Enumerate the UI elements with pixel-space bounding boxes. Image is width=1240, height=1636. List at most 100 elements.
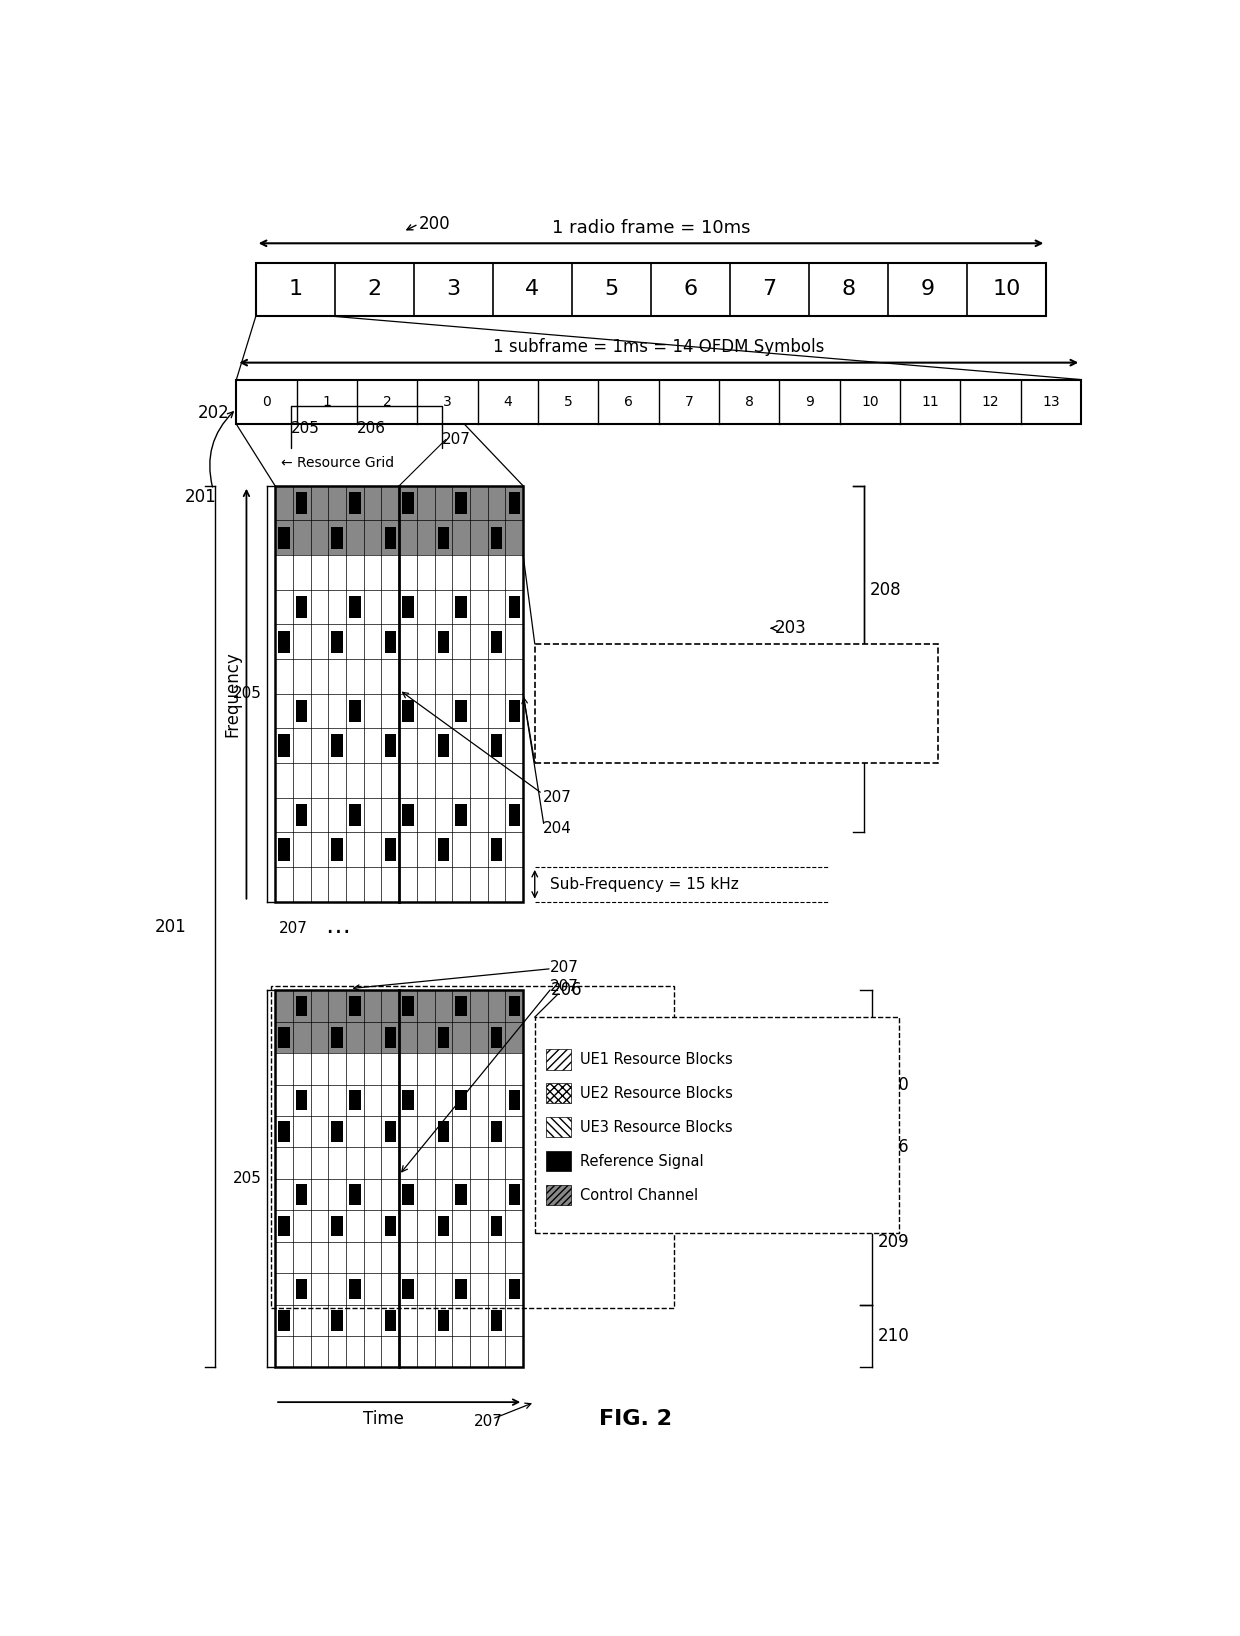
Bar [491,735,502,757]
Bar [296,1184,308,1204]
Text: 205: 205 [233,685,262,702]
Text: 201: 201 [154,918,186,936]
Text: 210: 210 [878,1327,909,1345]
Bar [278,1310,290,1330]
Bar [350,803,361,826]
Text: 11: 11 [921,394,939,409]
Bar [508,803,520,826]
Bar [350,700,361,723]
Text: 206: 206 [878,1139,909,1157]
Bar [438,630,449,653]
Text: 207: 207 [543,790,572,805]
Text: Time: Time [363,1410,404,1428]
Text: 1 radio frame = 10ms: 1 radio frame = 10ms [552,219,750,237]
Bar [547,1083,572,1103]
Text: block of resource elements: block of resource elements [547,695,754,712]
Text: 5: 5 [604,280,619,299]
Text: 10: 10 [861,394,879,409]
Text: 208: 208 [869,581,901,599]
Text: 207: 207 [474,1414,502,1428]
Bar [275,555,523,694]
Bar [438,1310,449,1330]
Text: 6: 6 [624,394,632,409]
Bar [508,1279,520,1299]
Bar [547,1049,572,1070]
Bar [331,630,343,653]
Text: 9: 9 [805,394,813,409]
Bar [384,1027,396,1047]
Bar [275,486,523,901]
Bar [331,838,343,861]
Bar [508,492,520,514]
Bar [547,1152,572,1171]
Bar [491,1121,502,1142]
Bar [278,735,290,757]
Text: 8: 8 [745,394,754,409]
Bar [402,996,414,1016]
Text: 2: 2 [367,280,382,299]
Bar [275,990,523,1368]
Bar [384,735,396,757]
Bar [296,996,308,1016]
Bar [438,1121,449,1142]
Bar [455,996,467,1016]
Text: 5: 5 [564,394,573,409]
Bar [331,527,343,550]
Bar [278,630,290,653]
Text: Control Channel: Control Channel [580,1188,698,1202]
Bar [296,1279,308,1299]
Bar [296,803,308,826]
Text: 2: 2 [383,394,392,409]
Bar [438,1216,449,1237]
Bar [491,1310,502,1330]
Text: Frequency: Frequency [223,651,242,736]
Text: ⋯: ⋯ [325,921,350,944]
Bar [275,1054,523,1180]
Text: 209: 209 [878,1232,909,1252]
Text: ← Resource Grid: ← Resource Grid [281,456,394,470]
Bar [384,630,396,653]
Text: 203: 203 [775,620,807,638]
Text: 210: 210 [878,1075,909,1093]
Text: UE1 Resource Blocks: UE1 Resource Blocks [580,1052,733,1067]
Text: 10: 10 [992,280,1021,299]
Bar [508,1184,520,1204]
Bar [438,838,449,861]
Bar [275,486,523,555]
Bar [384,1121,396,1142]
Text: 207: 207 [441,432,471,447]
Text: 204: 204 [543,821,572,836]
Text: 200: 200 [419,214,450,232]
Bar [350,1184,361,1204]
Bar [455,700,467,723]
Bar [278,1216,290,1237]
Text: Resource Block is a 12 x 7: Resource Block is a 12 x 7 [547,684,748,699]
Text: 9: 9 [920,280,935,299]
Text: 207: 207 [551,960,579,975]
Text: 7: 7 [684,394,693,409]
Text: 13: 13 [1042,394,1060,409]
Bar [455,1184,467,1204]
Bar [402,1279,414,1299]
Bar [350,1279,361,1299]
Bar [278,838,290,861]
Bar [275,694,523,833]
Bar [438,527,449,550]
Text: 0: 0 [262,394,270,409]
Bar [438,735,449,757]
Text: 209: 209 [869,715,901,733]
Text: 4: 4 [526,280,539,299]
Text: 6: 6 [683,280,698,299]
Bar [491,1216,502,1237]
Bar [402,596,414,618]
Bar [275,1180,523,1304]
Bar [384,838,396,861]
Bar [534,1018,899,1234]
Text: in a subframe: in a subframe [547,710,652,725]
Text: 205: 205 [233,1171,262,1186]
Text: KEY:: KEY: [551,1027,591,1045]
Bar [402,1090,414,1111]
Bar [275,833,523,901]
Bar [491,838,502,861]
Bar [491,630,502,653]
